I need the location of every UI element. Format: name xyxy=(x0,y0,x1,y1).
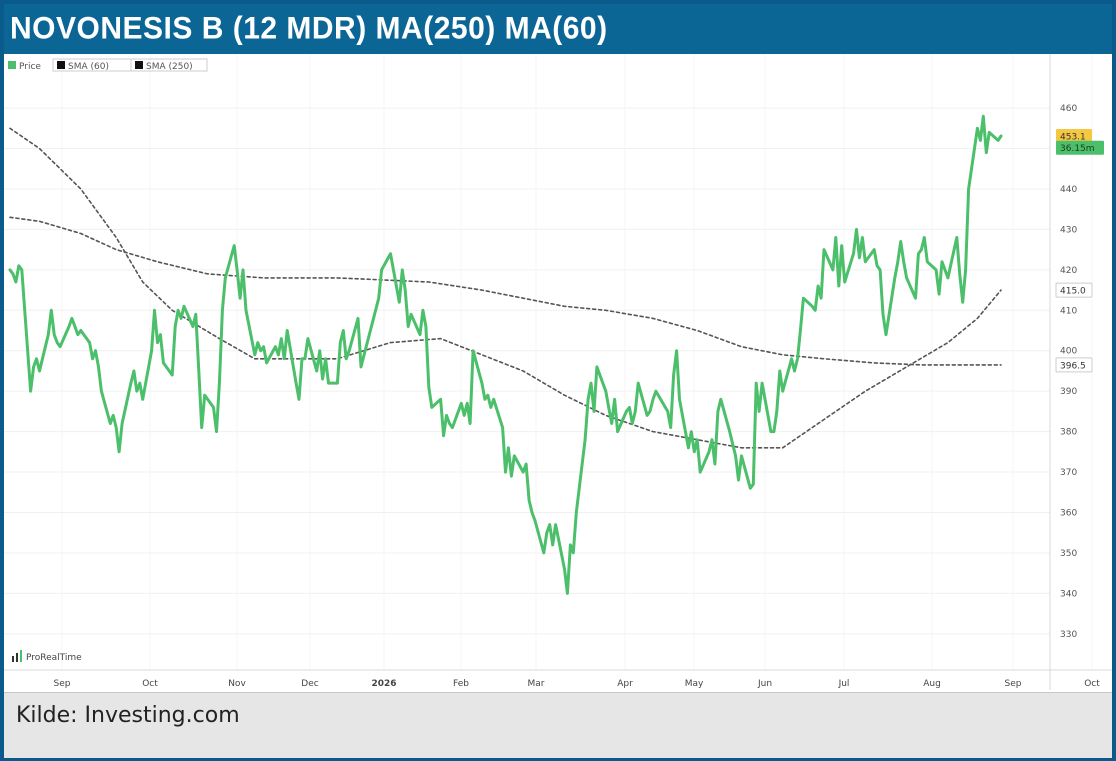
volume-tag-box xyxy=(1056,140,1104,155)
y-tick-label: 340 xyxy=(1060,589,1077,599)
legend-label-sma60: SMA (60) xyxy=(68,62,109,72)
price-chart: 4604504404304204104003903803703603503403… xyxy=(4,54,1112,692)
watermark-bar-2 xyxy=(16,653,18,662)
x-tick-label: Apr xyxy=(617,679,633,689)
price-tag-label: 453.1 xyxy=(1060,132,1086,142)
sma60-tag-box xyxy=(1055,282,1093,298)
x-tick-label: Mar xyxy=(528,679,545,689)
legend-label-price: Price xyxy=(19,62,41,72)
x-tick-label: Aug xyxy=(923,679,941,689)
legend-box-sma250 xyxy=(130,58,208,72)
y-tick-label: 350 xyxy=(1060,549,1077,559)
legend-label-sma250: SMA (250) xyxy=(146,62,193,72)
sma250-tag-box xyxy=(1055,357,1093,373)
x-tick-label: Oct xyxy=(1084,679,1100,689)
y-tick-label: 420 xyxy=(1060,266,1077,276)
price-tag-box xyxy=(1056,128,1092,143)
legend-swatch-sma60 xyxy=(57,61,65,69)
y-tick-label: 440 xyxy=(1060,185,1077,195)
y-tick-label: 380 xyxy=(1060,428,1077,438)
x-tick-label: Sep xyxy=(54,679,71,689)
chart-title: NOVONESIS B (12 MDR) MA(250) MA(60) xyxy=(10,11,608,46)
watermark-bar-3 xyxy=(20,650,22,662)
legend: Price SMA (60) SMA (250) xyxy=(8,58,208,72)
y-tick-label: 390 xyxy=(1060,387,1077,397)
sma250-tag-label: 396.5 xyxy=(1060,361,1086,371)
x-tick-label: Dec xyxy=(301,679,318,689)
watermark-text: ProRealTime xyxy=(26,653,82,663)
y-tick-label: 430 xyxy=(1060,225,1077,235)
chart-area: 4604504404304204104003903803703603503403… xyxy=(4,54,1112,692)
x-tick-label: Oct xyxy=(142,679,158,689)
y-tick-label: 400 xyxy=(1060,347,1077,357)
price-line xyxy=(8,114,1003,595)
y-tick-label: 410 xyxy=(1060,306,1077,316)
sma60-tag-label: 415.0 xyxy=(1060,287,1086,297)
legend-swatch-price xyxy=(8,61,16,69)
plot-background xyxy=(4,54,1112,692)
sma250-line xyxy=(9,216,1002,366)
y-tick-label: 360 xyxy=(1060,509,1077,519)
source-text: Kilde: Investing.com xyxy=(16,703,240,728)
x-tick-label: May xyxy=(685,679,704,689)
x-axis-ticks: Sep Oct Nov Dec 2026 Feb Mar Apr May Jun Jul Aug Sep… xyxy=(54,679,1101,689)
x-tick-label: Sep xyxy=(1005,679,1022,689)
axis-tags: 453.1 36.15m 415.0 396.5 xyxy=(1055,128,1104,373)
title-bar: NOVONESIS B (12 MDR) MA(250) MA(60) xyxy=(4,4,1112,54)
x-tick-label: Feb xyxy=(453,679,469,689)
y-tick-label: 370 xyxy=(1060,468,1077,478)
y-tick-label: 460 xyxy=(1060,104,1077,114)
watermark: ProRealTime xyxy=(12,650,82,663)
x-tick-label: Nov xyxy=(228,679,246,689)
x-tick-label: Jul xyxy=(838,679,850,689)
volume-tag-label: 36.15m xyxy=(1060,144,1095,154)
y-tick-label: 330 xyxy=(1060,630,1077,640)
x-tick-label: Jun xyxy=(757,679,772,689)
x-tick-label: 2026 xyxy=(371,679,396,689)
watermark-bar-1 xyxy=(12,656,14,662)
sma60-line xyxy=(9,127,1002,449)
series xyxy=(8,114,1003,595)
legend-swatch-sma250 xyxy=(135,61,143,69)
source-bar: Kilde: Investing.com xyxy=(4,692,1112,758)
